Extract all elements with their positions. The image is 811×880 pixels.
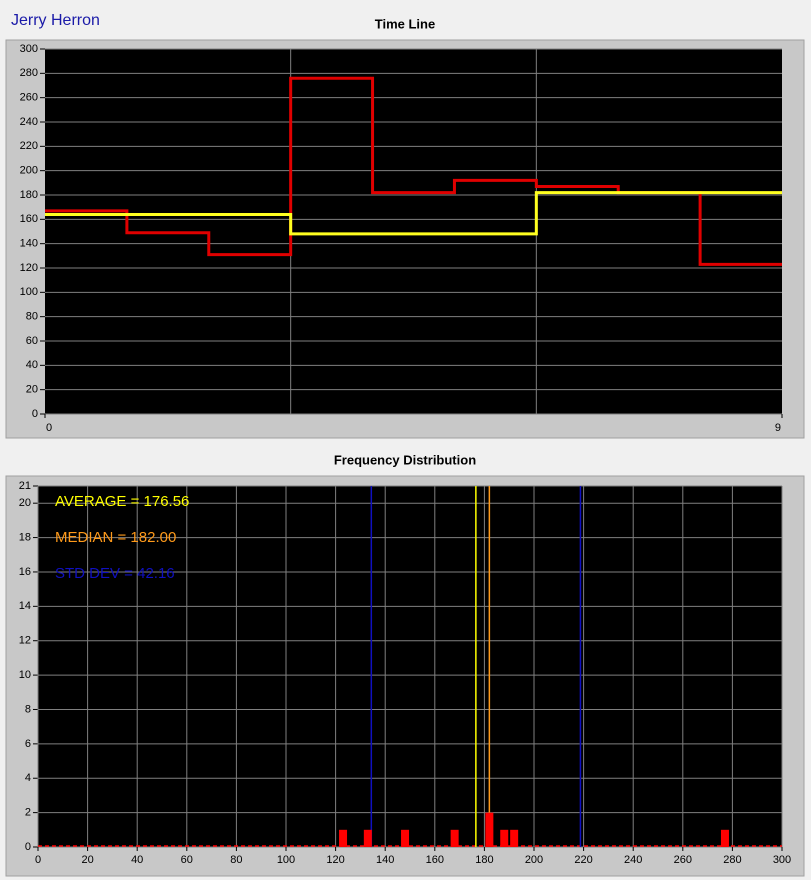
stat-label: AVERAGE = 176.56 <box>55 493 189 510</box>
y-tick-label: 2 <box>25 807 31 819</box>
y-tick-label: 10 <box>19 669 31 681</box>
y-tick-label: 80 <box>26 311 38 323</box>
y-tick-label: 16 <box>19 566 31 578</box>
bar <box>500 829 509 847</box>
bar <box>363 829 372 847</box>
x-tick-label: 180 <box>475 854 493 866</box>
y-tick-label: 100 <box>20 286 38 298</box>
bar <box>450 829 459 847</box>
y-tick-label: 140 <box>20 238 38 250</box>
y-tick-label: 21 <box>19 480 31 492</box>
x-tick-label: 0 <box>46 422 52 434</box>
chart-title: Frequency Distribution <box>334 452 476 467</box>
y-tick-label: 180 <box>20 189 38 201</box>
stat-label: MEDIAN = 182.00 <box>55 529 176 546</box>
x-tick-label: 200 <box>525 854 543 866</box>
y-tick-label: 40 <box>26 359 38 371</box>
y-tick-label: 280 <box>20 67 38 79</box>
y-tick-label: 200 <box>20 165 38 177</box>
y-tick-label: 14 <box>19 600 31 612</box>
header-title: Jerry Herron <box>11 12 100 29</box>
y-tick-label: 300 <box>20 43 38 55</box>
plot-area <box>38 486 782 847</box>
x-tick-label: 300 <box>773 854 791 866</box>
series-line <box>45 191 782 236</box>
stat-label: STD DEV = 42.16 <box>55 565 175 582</box>
x-tick-label: 0 <box>35 854 41 866</box>
y-tick-label: 20 <box>19 497 31 509</box>
x-tick-label: 100 <box>277 854 295 866</box>
x-tick-label: 280 <box>723 854 741 866</box>
y-tick-label: 0 <box>32 408 38 420</box>
y-tick-label: 8 <box>25 703 31 715</box>
y-tick-label: 120 <box>20 262 38 274</box>
x-tick-label: 160 <box>426 854 444 866</box>
x-tick-label: 260 <box>674 854 692 866</box>
y-tick-label: 6 <box>25 738 31 750</box>
y-tick-label: 220 <box>20 140 38 152</box>
y-tick-label: 260 <box>20 92 38 104</box>
y-tick-label: 0 <box>25 841 31 853</box>
y-tick-label: 18 <box>19 531 31 543</box>
x-tick-label: 80 <box>230 854 242 866</box>
chart-title: Time Line <box>375 16 435 31</box>
x-tick-label: 120 <box>326 854 344 866</box>
y-tick-label: 240 <box>20 116 38 128</box>
x-tick-label: 20 <box>81 854 93 866</box>
x-tick-label: 9 <box>775 422 781 434</box>
y-tick-label: 4 <box>25 772 31 784</box>
bar <box>720 829 729 847</box>
bar <box>485 812 494 847</box>
y-tick-label: 20 <box>26 384 38 396</box>
y-tick-label: 160 <box>20 213 38 225</box>
x-tick-label: 60 <box>181 854 193 866</box>
x-tick-label: 40 <box>131 854 143 866</box>
x-tick-label: 220 <box>574 854 592 866</box>
x-tick-label: 240 <box>624 854 642 866</box>
bar <box>510 829 519 847</box>
bar <box>339 829 348 847</box>
y-tick-label: 12 <box>19 635 31 647</box>
x-tick-label: 140 <box>376 854 394 866</box>
y-tick-label: 60 <box>26 335 38 347</box>
bar <box>401 829 410 847</box>
